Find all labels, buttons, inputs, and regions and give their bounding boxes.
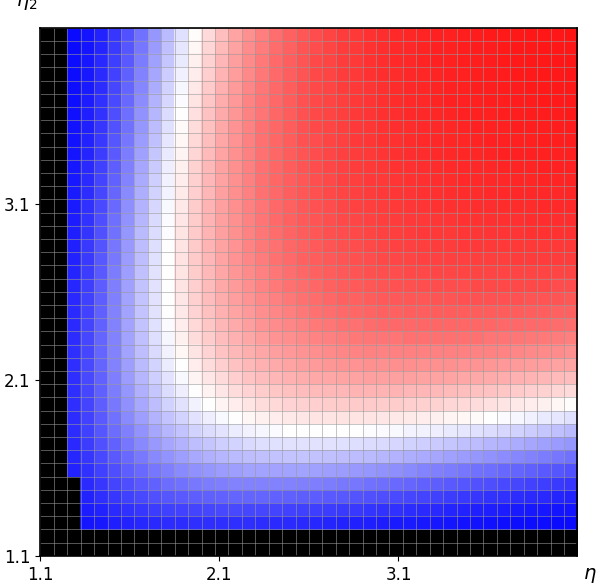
X-axis label: $\eta_1$: $\eta_1$: [583, 566, 596, 585]
Y-axis label: $\eta_2$: $\eta_2$: [16, 0, 38, 12]
